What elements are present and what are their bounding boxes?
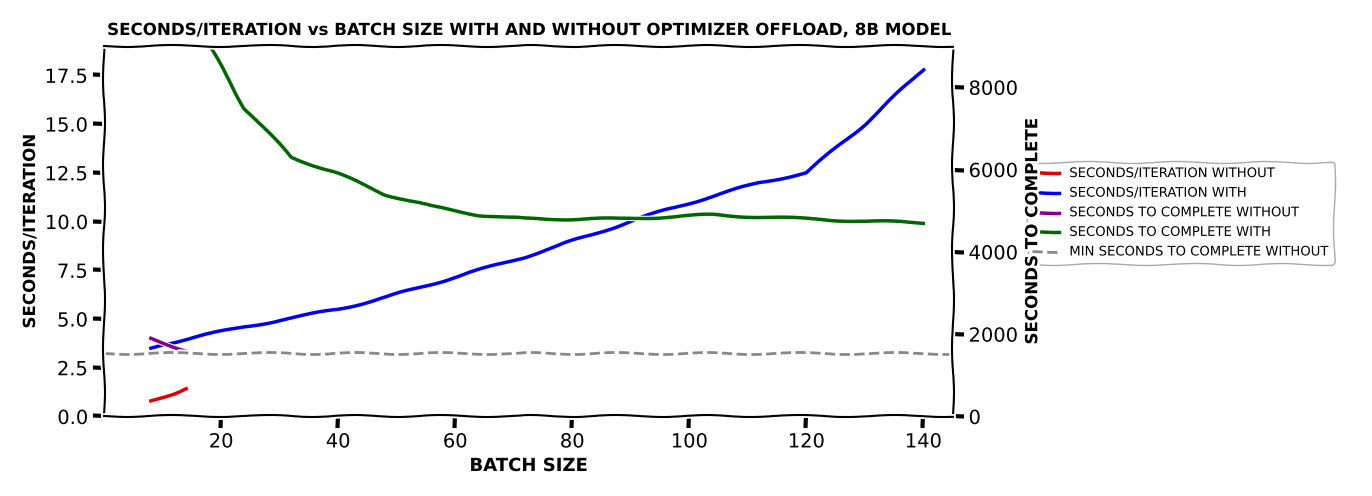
SECONDS TO COMPLETE WITH <box>471 212 487 218</box>
SECONDS TO COMPLETE WITH <box>611 216 627 222</box>
SECONDS/ITERATION WITH <box>283 315 299 321</box>
Legend: SECONDS/ITERATION WITHOUT, SECONDS/ITERATION WITH, SECONDS TO COMPLETE WITHOUT, : SECONDS/ITERATION WITHOUT, SECONDS/ITERA… <box>1028 162 1334 264</box>
SECONDS TO COMPLETE WITH <box>856 218 873 224</box>
SECONDS/ITERATION WITHOUT <box>143 398 159 404</box>
SECONDS/ITERATION WITH <box>915 66 932 72</box>
SECONDS TO COMPLETE WITH <box>424 204 440 210</box>
SECONDS/ITERATION WITH <box>471 267 487 273</box>
SECONDS/ITERATION WITH <box>856 121 873 127</box>
SECONDS TO COMPLETE WITHOUT <box>154 339 170 345</box>
SECONDS/ITERATION WITHOUT <box>166 390 182 396</box>
SECONDS TO COMPLETE WITH <box>799 216 815 222</box>
SECONDS TO COMPLETE WITH <box>517 216 534 222</box>
X-axis label: BATCH SIZE: BATCH SIZE <box>469 457 587 475</box>
Line: SECONDS/ITERATION WITHOUT: SECONDS/ITERATION WITHOUT <box>151 388 187 401</box>
Title: SECONDS/ITERATION vs BATCH SIZE WITH AND WITHOUT OPTIMIZER OFFLOAD, 8B MODEL: SECONDS/ITERATION vs BATCH SIZE WITH AND… <box>107 21 949 39</box>
Y-axis label: SECONDS/ITERATION: SECONDS/ITERATION <box>21 134 38 328</box>
SECONDS/ITERATION WITH <box>611 223 627 229</box>
SECONDS/ITERATION WITHOUT <box>154 394 170 400</box>
SECONDS TO COMPLETE WITHOUT <box>178 348 195 354</box>
SECONDS/ITERATION WITH <box>377 295 394 301</box>
SECONDS/ITERATION WITH <box>657 207 674 213</box>
SECONDS TO COMPLETE WITH <box>283 154 299 160</box>
SECONDS/ITERATION WITH <box>704 193 720 199</box>
SECONDS/ITERATION WITHOUT <box>178 385 195 391</box>
SECONDS TO COMPLETE WITH <box>657 214 674 220</box>
SECONDS/ITERATION WITH <box>799 170 815 176</box>
SECONDS TO COMPLETE WITH <box>704 212 720 218</box>
SECONDS/ITERATION WITH <box>189 334 206 340</box>
SECONDS TO COMPLETE WITH <box>752 214 768 220</box>
SECONDS/ITERATION WITH <box>143 345 159 351</box>
SECONDS TO COMPLETE WITHOUT <box>143 335 159 341</box>
SECONDS/ITERATION WITH <box>564 238 580 244</box>
Y-axis label: SECONDS TO COMPLETE: SECONDS TO COMPLETE <box>1024 118 1041 345</box>
Line: SECONDS TO COMPLETE WITH: SECONDS TO COMPLETE WITH <box>151 0 923 223</box>
SECONDS/ITERATION WITH <box>752 180 768 186</box>
SECONDS/ITERATION WITH <box>154 341 170 347</box>
SECONDS TO COMPLETE WITH <box>377 191 394 197</box>
Line: SECONDS TO COMPLETE WITHOUT: SECONDS TO COMPLETE WITHOUT <box>151 338 187 351</box>
SECONDS/ITERATION WITH <box>329 307 346 312</box>
SECONDS TO COMPLETE WITHOUT <box>166 344 182 350</box>
SECONDS/ITERATION WITH <box>236 324 252 330</box>
SECONDS TO COMPLETE WITH <box>236 105 252 111</box>
Line: SECONDS/ITERATION WITH: SECONDS/ITERATION WITH <box>151 69 923 348</box>
SECONDS TO COMPLETE WITH <box>564 216 580 222</box>
SECONDS/ITERATION WITH <box>517 253 534 259</box>
SECONDS TO COMPLETE WITH <box>915 220 932 226</box>
SECONDS TO COMPLETE WITH <box>189 22 206 28</box>
SECONDS TO COMPLETE WITH <box>329 171 346 177</box>
SECONDS/ITERATION WITH <box>424 281 440 287</box>
